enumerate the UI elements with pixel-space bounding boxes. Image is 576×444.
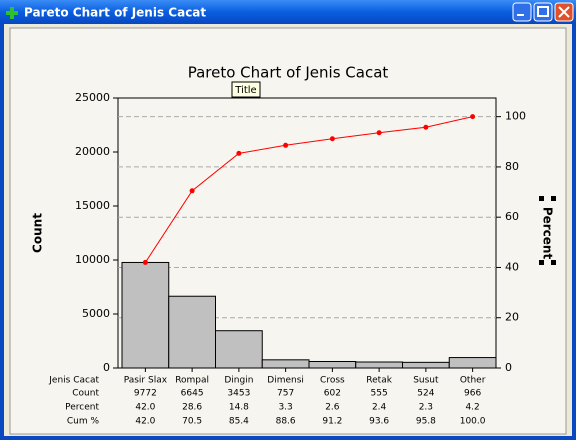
app-icon bbox=[6, 7, 18, 19]
bar bbox=[261, 359, 310, 369]
x-tick-label: Pasir Slax bbox=[124, 376, 168, 386]
x-tick-label: Other bbox=[460, 376, 486, 386]
table-cell: 3.3 bbox=[278, 403, 292, 413]
cumulative-line bbox=[144, 116, 473, 263]
x-tick-label: Dingin bbox=[224, 376, 253, 386]
x-tick-label: Retak bbox=[366, 376, 392, 386]
cumulative-point bbox=[236, 150, 242, 156]
x-tick-label: Susut bbox=[413, 376, 439, 386]
table-cell: 42.0 bbox=[135, 403, 155, 413]
cumulative-point bbox=[376, 130, 382, 136]
bar bbox=[121, 261, 170, 369]
y-tick-label: 0 bbox=[103, 361, 110, 374]
y-tick-label: 10000 bbox=[75, 253, 110, 266]
bar bbox=[448, 357, 497, 369]
table-cell: 88.6 bbox=[276, 417, 296, 427]
table-cell: 91.2 bbox=[322, 417, 342, 427]
table-cell: 757 bbox=[277, 389, 294, 399]
bar bbox=[168, 295, 216, 369]
cumulative-point bbox=[283, 142, 289, 148]
bar bbox=[215, 330, 263, 369]
table-row-label: Percent bbox=[65, 403, 99, 413]
y2-tick-label: 100 bbox=[505, 110, 526, 123]
table-cell: 3453 bbox=[227, 389, 250, 399]
y-tick-label: 25000 bbox=[75, 91, 110, 104]
table-cell: 95.8 bbox=[416, 417, 436, 427]
bar bbox=[308, 360, 357, 369]
cumulative-point bbox=[470, 114, 476, 120]
table-row-label: Jenis Cacat bbox=[48, 376, 99, 386]
table-cell: 555 bbox=[371, 389, 388, 399]
selection-handles bbox=[539, 196, 556, 265]
bar bbox=[402, 361, 450, 369]
close-button[interactable] bbox=[554, 2, 574, 22]
window-title: Pareto Chart of Jenis Cacat bbox=[24, 6, 206, 20]
table-cell: 42.0 bbox=[135, 417, 155, 427]
tooltip: Title bbox=[234, 85, 256, 96]
table-cell: 85.4 bbox=[229, 417, 249, 427]
minimize-button[interactable] bbox=[512, 2, 532, 22]
cumulative-point bbox=[142, 259, 148, 265]
bar bbox=[355, 361, 403, 369]
table-cell: 966 bbox=[464, 389, 481, 399]
y-tick-label: 20000 bbox=[75, 145, 110, 158]
table-cell: 4.2 bbox=[465, 403, 479, 413]
x-tick-label: Rompal bbox=[175, 376, 209, 386]
cumulative-point bbox=[423, 124, 429, 130]
y2-tick-label: 60 bbox=[505, 210, 519, 223]
y-axis-label: Count bbox=[31, 213, 45, 253]
table-cell: 524 bbox=[417, 389, 434, 399]
y2-tick-label: 80 bbox=[505, 160, 519, 173]
table-cell: 2.6 bbox=[325, 403, 340, 413]
tooltip-box bbox=[231, 81, 261, 98]
table-cell: 602 bbox=[324, 389, 341, 399]
table-cell: 28.6 bbox=[182, 403, 202, 413]
chart-title: Pareto Chart of Jenis Cacat bbox=[188, 64, 389, 82]
table-cell: 100.0 bbox=[460, 417, 486, 427]
y2-tick-label: 20 bbox=[505, 311, 519, 324]
y2-tick-label: 40 bbox=[505, 260, 519, 273]
maximize-button[interactable] bbox=[533, 2, 553, 22]
table-row-label: Count bbox=[72, 389, 99, 399]
table-cell: 9772 bbox=[134, 389, 157, 399]
table-cell: 93.6 bbox=[369, 417, 389, 427]
y-tick-label: 15000 bbox=[75, 199, 110, 212]
y2-axis-label: Percent bbox=[541, 207, 555, 260]
cumulative-point bbox=[329, 136, 335, 142]
table-cell: 70.5 bbox=[182, 417, 202, 427]
table-row-label: Cum % bbox=[67, 417, 100, 427]
x-tick-label: Cross bbox=[320, 376, 345, 386]
table-cell: 2.4 bbox=[372, 403, 387, 413]
table-cell: 2.3 bbox=[419, 403, 433, 413]
y-tick-label: 5000 bbox=[82, 307, 110, 320]
graph-area bbox=[9, 27, 567, 435]
table-cell: 14.8 bbox=[229, 403, 249, 413]
y2-tick-label: 0 bbox=[505, 361, 512, 374]
cumulative-point bbox=[189, 188, 195, 194]
table-cell: 6645 bbox=[181, 389, 204, 399]
title-bar bbox=[0, 0, 576, 24]
x-tick-label: Dimensi bbox=[267, 376, 304, 386]
